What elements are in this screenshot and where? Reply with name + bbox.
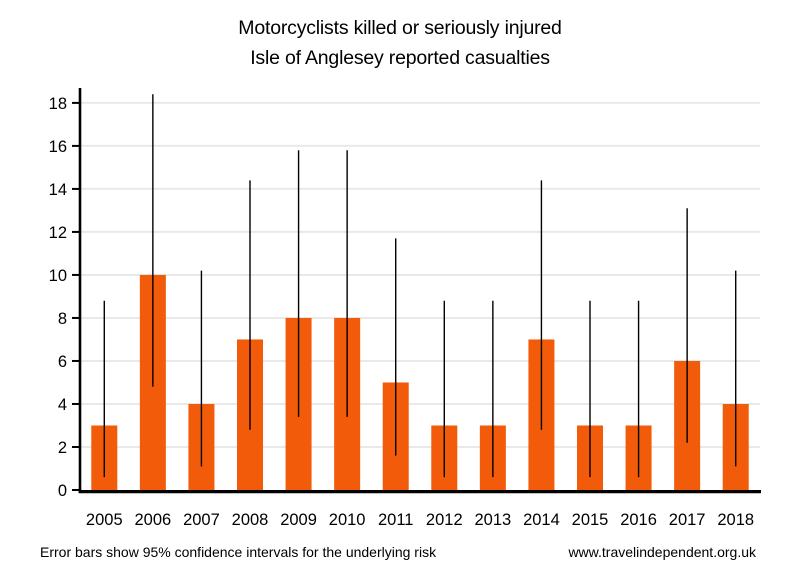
y-tick-label-18: 18: [49, 95, 67, 113]
y-tick-label-16: 16: [49, 138, 67, 156]
x-tick-label-2017: 2017: [669, 511, 706, 529]
chart-title: Motorcyclists killed or seriously injure…: [238, 17, 562, 39]
chart-subtitle: Isle of Anglesey reported casualties: [250, 47, 550, 69]
y-tick-label-12: 12: [49, 224, 67, 242]
y-tick-label-10: 10: [49, 267, 67, 285]
x-tick-label-2012: 2012: [426, 511, 463, 529]
x-tick-label-2011: 2011: [378, 511, 413, 529]
y-tick-label-6: 6: [58, 353, 67, 371]
x-tick-label-2008: 2008: [232, 511, 269, 529]
y-tick-label-8: 8: [58, 310, 67, 328]
x-tick-label-2013: 2013: [474, 511, 511, 529]
x-tick-label-2016: 2016: [620, 511, 657, 529]
x-tick-label-2015: 2015: [572, 511, 609, 529]
y-tick-label-2: 2: [58, 439, 67, 457]
x-tick-label-2018: 2018: [717, 511, 754, 529]
website-url: www.travelindependent.org.uk: [568, 544, 756, 560]
chart-footer: Error bars show 95% confidence intervals…: [40, 544, 756, 560]
x-tick-label-2009: 2009: [280, 511, 317, 529]
x-tick-label-2010: 2010: [329, 511, 366, 529]
x-tick-label-2007: 2007: [183, 511, 220, 529]
y-tick-label-14: 14: [49, 181, 67, 199]
x-tick-label-2005: 2005: [86, 511, 123, 529]
x-tick-label-2006: 2006: [134, 511, 171, 529]
y-tick-label-0: 0: [58, 482, 67, 500]
error-bar-note: Error bars show 95% confidence intervals…: [40, 544, 437, 560]
chart-title-block: Motorcyclists killed or seriously injure…: [0, 13, 800, 73]
x-tick-label-2014: 2014: [523, 511, 560, 529]
y-tick-label-4: 4: [58, 396, 67, 414]
